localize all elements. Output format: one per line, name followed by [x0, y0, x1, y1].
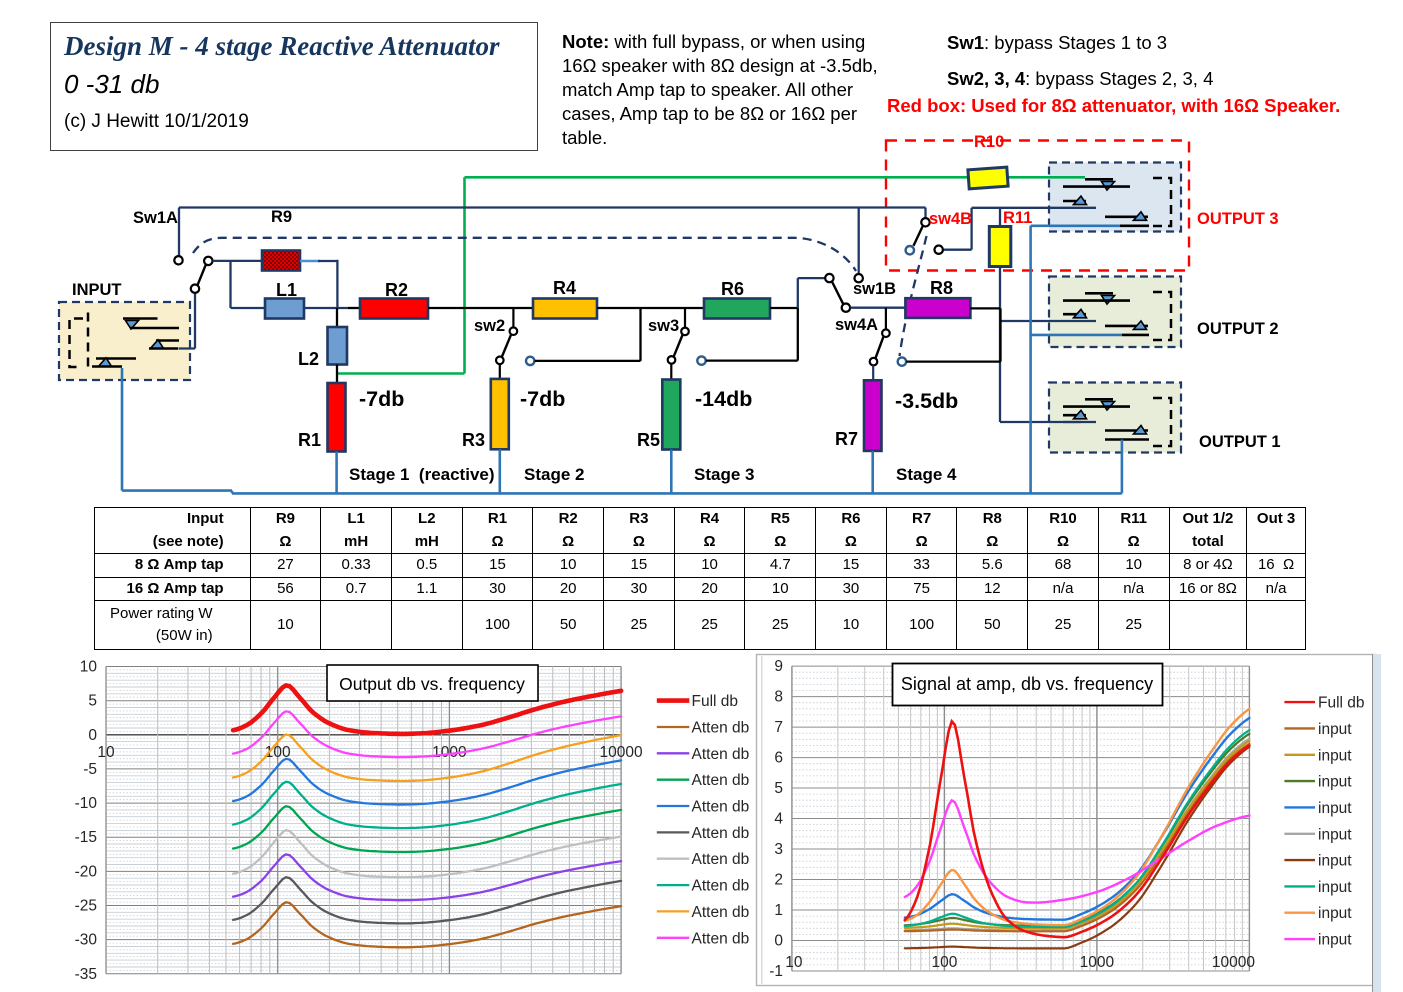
- svg-text:sw4B: sw4B: [929, 210, 972, 228]
- svg-text:10000: 10000: [600, 744, 643, 761]
- svg-text:Atten db: Atten db: [692, 772, 750, 789]
- svg-text:R5: R5: [637, 430, 660, 450]
- svg-text:input: input: [1318, 747, 1352, 764]
- svg-text:5: 5: [774, 780, 783, 797]
- svg-text:input: input: [1318, 774, 1352, 791]
- svg-text:-35: -35: [75, 966, 97, 983]
- svg-text:L2: L2: [298, 349, 319, 369]
- svg-text:Atten db: Atten db: [692, 720, 750, 737]
- svg-text:sw3: sw3: [648, 317, 679, 335]
- svg-text:R7: R7: [835, 429, 858, 449]
- svg-text:Atten db: Atten db: [692, 746, 750, 763]
- svg-text:9: 9: [774, 658, 783, 675]
- svg-text:OUTPUT 2: OUTPUT 2: [1197, 320, 1279, 338]
- svg-text:OUTPUT 1: OUTPUT 1: [1199, 433, 1281, 451]
- svg-text:10: 10: [97, 744, 115, 761]
- svg-text:R11: R11: [1003, 209, 1032, 227]
- svg-text:Full db: Full db: [692, 693, 739, 710]
- svg-text:2: 2: [774, 872, 783, 889]
- svg-text:-14db: -14db: [695, 387, 752, 411]
- svg-text:R9: R9: [271, 208, 292, 226]
- svg-text:-1: -1: [769, 963, 783, 980]
- svg-text:R8: R8: [930, 278, 953, 298]
- svg-text:-10: -10: [75, 795, 98, 812]
- svg-text:input: input: [1318, 826, 1352, 843]
- svg-text:8: 8: [774, 689, 783, 706]
- svg-text:7: 7: [774, 719, 783, 736]
- svg-text:6: 6: [774, 750, 783, 767]
- svg-text:input: input: [1318, 879, 1352, 896]
- svg-text:Signal at amp, db vs. frequenc: Signal at amp, db vs. frequency: [901, 674, 1153, 694]
- svg-text:-5: -5: [83, 761, 97, 778]
- svg-text:4: 4: [774, 811, 783, 828]
- svg-text:1: 1: [774, 902, 783, 919]
- svg-text:Stage 2: Stage 2: [524, 465, 584, 484]
- svg-text:input: input: [1318, 905, 1352, 922]
- svg-text:10: 10: [785, 954, 803, 971]
- svg-text:R3: R3: [462, 430, 485, 450]
- svg-text:input: input: [1318, 800, 1352, 817]
- svg-text:-25: -25: [75, 898, 97, 915]
- svg-text:1000: 1000: [432, 744, 467, 761]
- svg-text:Atten db: Atten db: [692, 904, 750, 921]
- svg-text:-20: -20: [75, 863, 98, 880]
- svg-text:-15: -15: [75, 829, 97, 846]
- svg-text:L1: L1: [276, 280, 297, 300]
- svg-text:R1: R1: [298, 430, 321, 450]
- svg-text:Atten db: Atten db: [692, 878, 750, 895]
- svg-text:-7db: -7db: [359, 387, 404, 411]
- svg-text:Stage 1 (reactive): Stage 1 (reactive): [349, 465, 495, 484]
- svg-text:input: input: [1318, 721, 1352, 738]
- svg-text:Atten db: Atten db: [692, 930, 750, 947]
- svg-text:3: 3: [774, 841, 783, 858]
- svg-text:0: 0: [774, 933, 783, 950]
- svg-text:OUTPUT 3: OUTPUT 3: [1197, 210, 1279, 228]
- svg-text:10: 10: [80, 659, 98, 676]
- svg-text:R2: R2: [385, 280, 408, 300]
- svg-text:Atten db: Atten db: [692, 825, 750, 842]
- svg-text:0: 0: [88, 727, 97, 744]
- svg-text:INPUT: INPUT: [72, 281, 122, 299]
- svg-text:Stage 3: Stage 3: [694, 465, 754, 484]
- svg-text:R4: R4: [553, 278, 576, 298]
- svg-text:Sw1A: Sw1A: [133, 209, 178, 227]
- svg-text:Output db vs. frequency: Output db vs. frequency: [339, 674, 525, 694]
- svg-text:sw4A: sw4A: [835, 316, 878, 334]
- svg-text:Full db: Full db: [1318, 695, 1365, 712]
- svg-text:R6: R6: [721, 279, 744, 299]
- svg-text:Stage 4: Stage 4: [896, 465, 957, 484]
- svg-text:-30: -30: [75, 932, 98, 949]
- svg-text:input: input: [1318, 853, 1352, 870]
- svg-text:5: 5: [88, 693, 97, 710]
- svg-text:-3.5db: -3.5db: [895, 389, 958, 413]
- svg-text:Atten db: Atten db: [692, 851, 750, 868]
- svg-text:sw1B: sw1B: [853, 280, 896, 298]
- svg-text:1000: 1000: [1080, 954, 1115, 971]
- svg-text:Atten db: Atten db: [692, 799, 750, 816]
- svg-text:sw2: sw2: [474, 317, 505, 335]
- svg-text:10000: 10000: [1212, 954, 1255, 971]
- svg-text:-7db: -7db: [520, 387, 565, 411]
- svg-text:input: input: [1318, 932, 1352, 949]
- svg-text:100: 100: [931, 954, 957, 971]
- svg-text:R10: R10: [974, 133, 1004, 151]
